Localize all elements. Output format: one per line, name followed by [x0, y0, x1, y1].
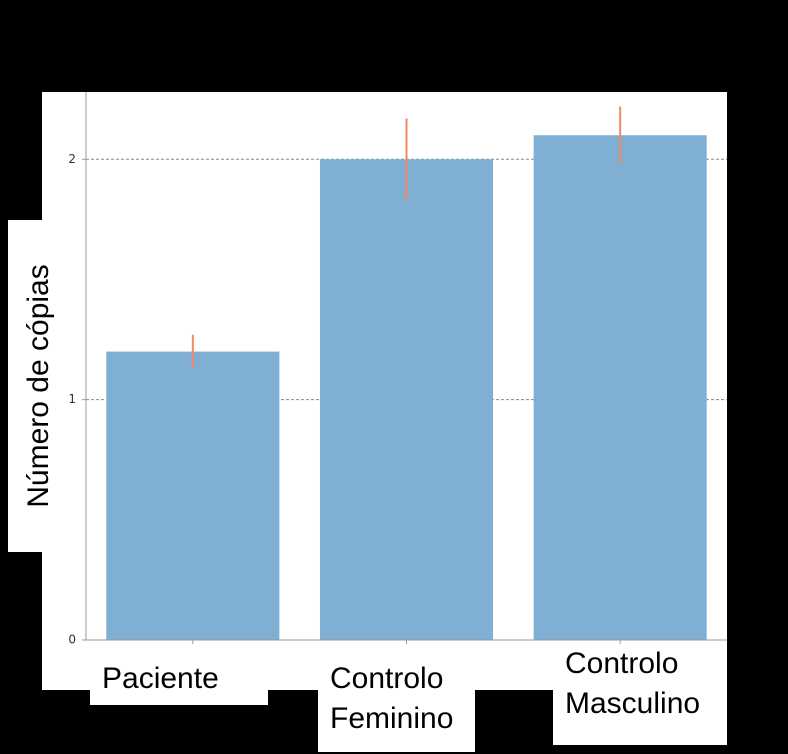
x-tick-label: Controlo	[330, 662, 443, 695]
y-tick-label: 1	[68, 392, 76, 406]
x-label-box	[553, 645, 727, 745]
x-label-box	[318, 660, 475, 752]
x-tick-label: Controlo	[565, 647, 678, 680]
x-tick-label: Paciente	[102, 662, 219, 695]
bar	[533, 135, 707, 640]
y-label-box	[8, 220, 62, 552]
x-label-box	[90, 660, 268, 705]
y-tick-label: 0	[68, 633, 76, 647]
y-axis-label: Número de cópias	[22, 264, 55, 507]
bar	[319, 159, 494, 640]
x-tick-label: Masculino	[565, 687, 700, 720]
x-tick-label: Feminino	[330, 702, 453, 735]
y-tick-label: 2	[68, 152, 76, 166]
bar	[106, 351, 280, 640]
